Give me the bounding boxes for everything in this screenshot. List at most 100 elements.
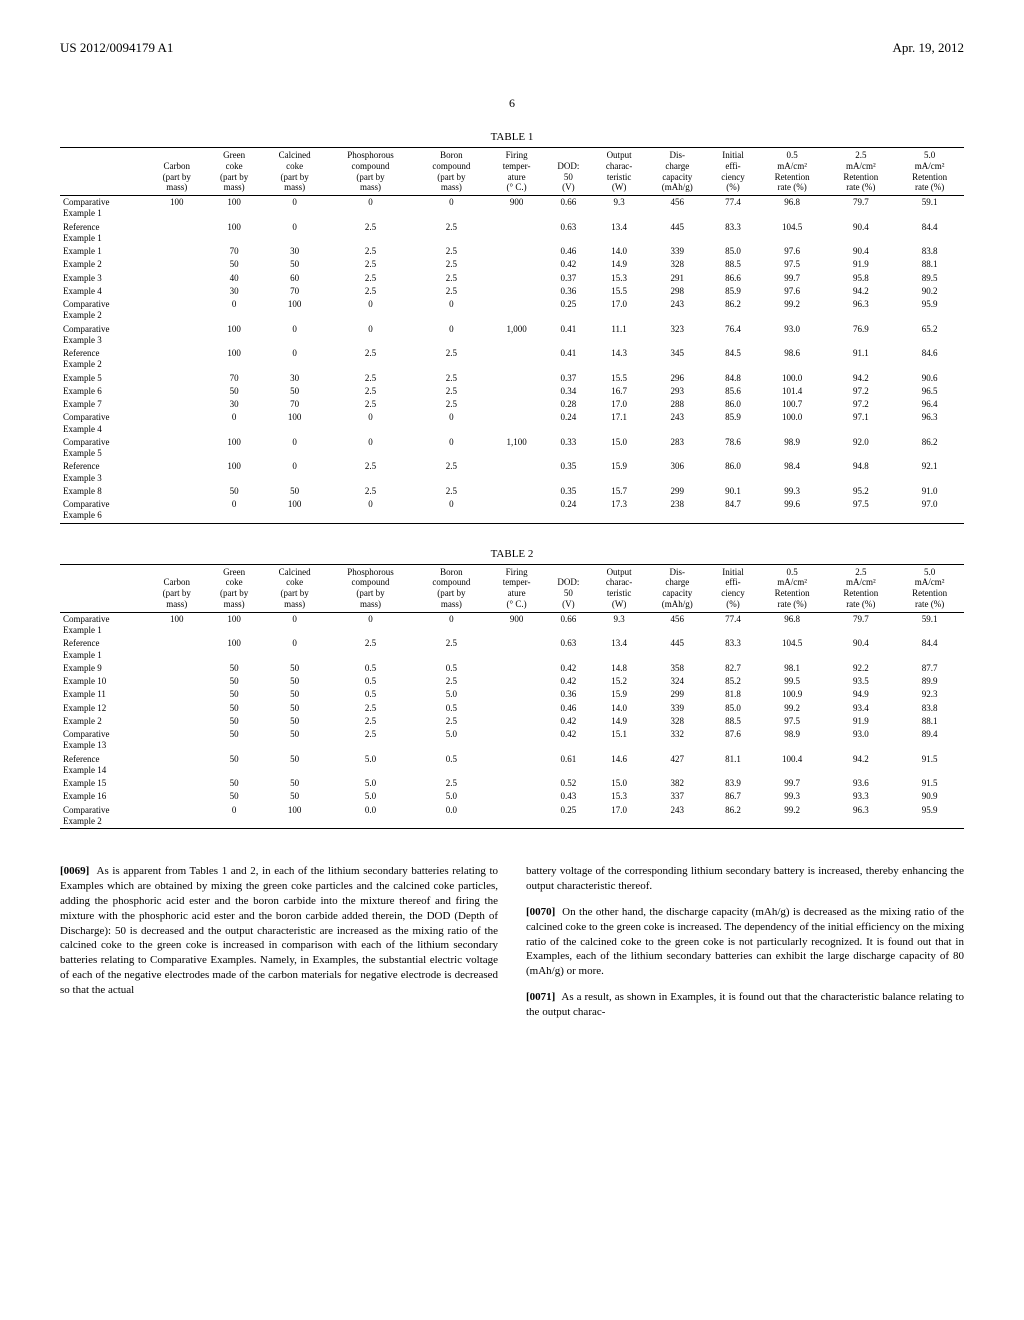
cell: 97.6 — [758, 245, 827, 258]
cell: 2.5 — [327, 285, 415, 298]
cell: 2.5 — [327, 728, 415, 753]
cell: 0.25 — [545, 804, 592, 829]
cell: 2.5 — [327, 637, 415, 662]
cell: 50 — [205, 702, 262, 715]
row-label: ComparativeExample 6 — [60, 498, 148, 523]
cell: 0.42 — [545, 662, 592, 675]
cell: 288 — [646, 398, 708, 411]
cell: 50 — [205, 688, 262, 701]
cell — [488, 298, 545, 323]
cell — [488, 662, 545, 675]
cell: 76.9 — [826, 323, 895, 348]
row-label: Example 9 — [60, 662, 148, 675]
cell: 81.8 — [708, 688, 757, 701]
cell: 337 — [646, 790, 708, 803]
column-header: Carbon(part bymass) — [148, 148, 205, 196]
cell: 0.0 — [415, 804, 489, 829]
cell: 88.5 — [708, 715, 757, 728]
cell: 17.1 — [592, 411, 646, 436]
cell: 99.5 — [758, 675, 827, 688]
cell: 86.0 — [708, 398, 757, 411]
doc-number: US 2012/0094179 A1 — [60, 40, 173, 56]
cell: 0.36 — [545, 688, 592, 701]
cell — [488, 372, 545, 385]
cell — [148, 485, 205, 498]
cell — [488, 411, 545, 436]
cell: 445 — [646, 637, 708, 662]
cell: 97.5 — [758, 715, 827, 728]
cell — [148, 411, 205, 436]
column-header — [60, 564, 148, 612]
cell: 93.5 — [826, 675, 895, 688]
cell: 89.9 — [895, 675, 964, 688]
cell: 83.3 — [708, 637, 757, 662]
row-label: ComparativeExample 4 — [60, 411, 148, 436]
column-header: Outputcharac-teristic(W) — [592, 564, 646, 612]
cell: 0 — [263, 347, 327, 372]
cell: 90.6 — [895, 372, 964, 385]
table-row: ComparativeExample 11001000009000.669.34… — [60, 612, 964, 637]
table-row: ReferenceExample 110002.52.50.6313.44458… — [60, 637, 964, 662]
cell: 50 — [205, 790, 262, 803]
cell: 86.2 — [708, 298, 757, 323]
cell: 296 — [646, 372, 708, 385]
cell: 60 — [263, 272, 327, 285]
cell: 91.9 — [826, 715, 895, 728]
cell: 76.4 — [708, 323, 757, 348]
cell: 86.2 — [708, 804, 757, 829]
cell: 0.42 — [545, 258, 592, 271]
para-num-71: [0071] — [526, 991, 555, 1003]
cell: 100 — [205, 347, 262, 372]
cell — [148, 258, 205, 271]
cell: 345 — [646, 347, 708, 372]
cell: 100 — [205, 323, 262, 348]
cell — [148, 372, 205, 385]
cell: 83.3 — [708, 221, 757, 246]
cell — [488, 285, 545, 298]
cell: 88.1 — [895, 258, 964, 271]
cell: 5.0 — [327, 777, 415, 790]
cell: 98.9 — [758, 728, 827, 753]
cell: 50 — [205, 485, 262, 498]
row-label: Example 5 — [60, 372, 148, 385]
cell: 900 — [488, 612, 545, 637]
table-row: Example 1150500.55.00.3615.929981.8100.9… — [60, 688, 964, 701]
cell: 100.9 — [758, 688, 827, 701]
cell: 84.5 — [708, 347, 757, 372]
cell: 95.2 — [826, 485, 895, 498]
column-header: Carbon(part bymass) — [148, 564, 205, 612]
cell: 50 — [205, 662, 262, 675]
column-header: Boroncompound(part bymass) — [415, 148, 489, 196]
cell: 50 — [263, 385, 327, 398]
cell: 97.1 — [826, 411, 895, 436]
cell: 2.5 — [415, 460, 489, 485]
cell: 5.0 — [327, 790, 415, 803]
cell: 2.5 — [327, 460, 415, 485]
cell: 291 — [646, 272, 708, 285]
cell: 15.5 — [592, 372, 646, 385]
row-label: Example 12 — [60, 702, 148, 715]
cell: 0.35 — [545, 460, 592, 485]
cell: 96.8 — [758, 196, 827, 221]
cell: 15.0 — [592, 777, 646, 790]
cell: 15.0 — [592, 436, 646, 461]
cell — [488, 790, 545, 803]
cell: 0.63 — [545, 637, 592, 662]
cell: 243 — [646, 298, 708, 323]
table-row: ComparativeExample 51000001,1000.3315.02… — [60, 436, 964, 461]
cell: 14.9 — [592, 715, 646, 728]
cell: 14.3 — [592, 347, 646, 372]
cell: 86.6 — [708, 272, 757, 285]
cell: 50 — [263, 688, 327, 701]
cell: 93.0 — [826, 728, 895, 753]
cell: 2.5 — [415, 285, 489, 298]
cell: 96.5 — [895, 385, 964, 398]
cell: 0 — [415, 323, 489, 348]
cell: 50 — [263, 753, 327, 778]
cell: 99.2 — [758, 702, 827, 715]
table-row: Example 650502.52.50.3416.729385.6101.49… — [60, 385, 964, 398]
cell: 0 — [327, 196, 415, 221]
cell: 0.25 — [545, 298, 592, 323]
page-number: 6 — [60, 96, 964, 111]
cell: 2.5 — [415, 372, 489, 385]
